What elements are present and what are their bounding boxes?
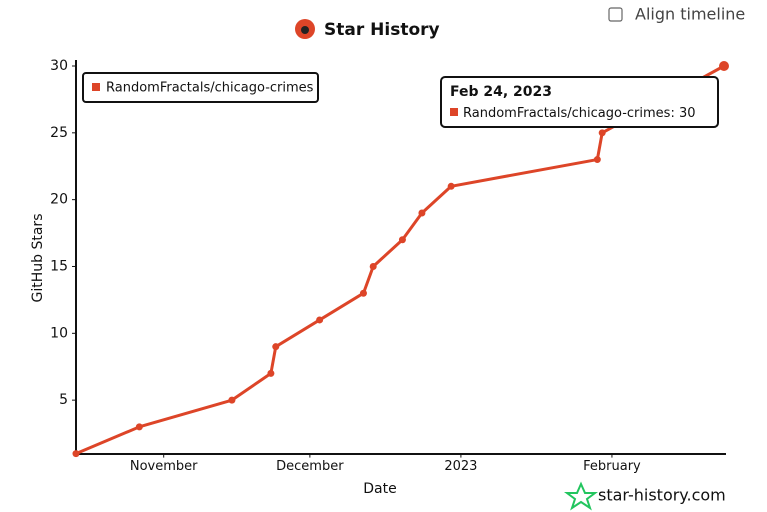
point	[316, 316, 324, 324]
legend-label: RandomFractals/chicago-crimes	[106, 81, 314, 96]
legend: RandomFractals/chicago-crimes	[82, 72, 319, 103]
point	[418, 209, 426, 217]
point	[719, 61, 729, 71]
point	[593, 156, 601, 164]
y-tick-label: 5	[59, 392, 68, 408]
y-tick-label: 15	[50, 258, 68, 274]
tooltip-value: 30	[679, 106, 696, 121]
x-tick-label: 2023	[444, 459, 477, 474]
separator: :	[670, 106, 679, 121]
align-timeline-control[interactable]: Align timeline	[608, 5, 745, 24]
logo	[301, 26, 309, 34]
line	[75, 64, 725, 455]
x-axis-label: Date	[363, 481, 396, 497]
watermark-icon	[564, 481, 598, 511]
point	[228, 396, 236, 404]
y-tick-label: 30	[50, 58, 68, 74]
tooltip: Feb 24, 2023 RandomFractals/chicago-crim…	[440, 76, 719, 128]
point	[398, 236, 406, 244]
point	[369, 262, 377, 270]
point	[272, 343, 280, 351]
tooltip-swatch	[450, 108, 458, 116]
y-axis-label: GitHub Stars	[30, 214, 46, 303]
tooltip-series: RandomFractals/chicago-crimes	[463, 106, 671, 121]
legend-box	[82, 72, 319, 103]
watermark-text: star-history.com	[598, 486, 726, 505]
plot: 5 10 15 20 25 30 November December 2023 February	[50, 58, 729, 474]
tooltip-box	[440, 76, 719, 128]
point	[359, 289, 367, 297]
chart-title: Star History	[324, 20, 440, 40]
watermark: star-history.com	[564, 481, 726, 511]
x-tick-label: December	[276, 459, 344, 474]
legend-swatch	[92, 83, 100, 91]
y-tick-label: 20	[50, 192, 68, 208]
point	[267, 369, 275, 377]
point	[72, 450, 80, 458]
point	[135, 423, 143, 431]
checkbox-label[interactable]: Align timeline	[635, 5, 745, 24]
tooltip-entry: RandomFractals/chicago-crimes: 30	[463, 106, 696, 121]
y-tick-label: 10	[50, 325, 68, 341]
point	[598, 129, 606, 137]
point	[447, 182, 455, 190]
checkbox[interactable]	[608, 7, 623, 22]
tooltip-title: Feb 24, 2023	[450, 84, 552, 100]
x-tick-label: February	[583, 459, 641, 474]
x-tick-label: November	[130, 459, 198, 474]
y-tick-label: 25	[50, 125, 68, 141]
